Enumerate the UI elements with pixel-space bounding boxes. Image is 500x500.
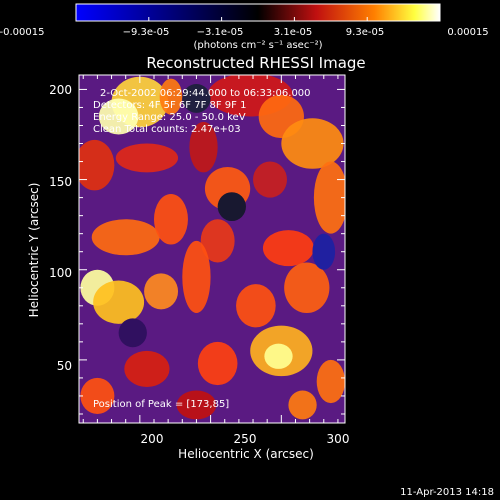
heatmap-blob [288, 390, 317, 420]
heatmap-blob [153, 194, 188, 245]
heatmap-blob [236, 284, 276, 328]
annotation-time-range: 2-Oct-2002 06:29:44.000 to 06:33:06.000 [100, 88, 311, 99]
heatmap-blob [217, 192, 246, 222]
heatmap-blob [159, 78, 183, 115]
plot-frame [78, 74, 346, 424]
heatmap-blob [93, 280, 145, 324]
heatmap-blob [182, 240, 211, 314]
heatmap-blob [189, 121, 218, 173]
annotation-clean-counts: Clean Total counts: 2.47e+03 [93, 124, 241, 135]
y-axis-label: Heliocentric Y (arcsec) [27, 183, 41, 318]
annotation-energy-range: Energy Range: 25.0 - 50.0 keV [93, 112, 246, 123]
x-tick-label: 250 [234, 432, 257, 446]
footer-timestamp: 11-Apr-2013 14:18 [400, 487, 494, 498]
colorbar-tick-label: 0.00015 [447, 27, 488, 38]
colorbar-tick-label: 3.1e-05 [274, 27, 312, 38]
heatmap-blob [144, 273, 179, 310]
heatmap-blob [281, 118, 344, 169]
heatmap-blob [312, 233, 336, 270]
heatmap-blob [91, 219, 160, 256]
colorbar-tick-label: -0.00015 [0, 27, 44, 38]
heatmap-blob [316, 359, 345, 404]
x-tick-label: 300 [327, 432, 350, 446]
peak-position-label: Position of Peak = [173,85] [93, 399, 229, 410]
heatmap-blob [284, 262, 330, 314]
y-tick-label: 100 [49, 266, 72, 280]
annotation-detectors: Detectors: 4F 5F 6F 7F 8F 9F 1 [93, 100, 246, 111]
heatmap-blob [80, 377, 115, 414]
x-tick-label: 200 [141, 432, 164, 446]
heatmap-blob [182, 84, 211, 113]
heatmap-blob [264, 343, 293, 369]
heatmap-blob [197, 341, 238, 386]
heatmap-image [79, 75, 345, 423]
heatmap-blob [79, 139, 115, 191]
heatmap-blob [176, 390, 217, 420]
y-tick-label: 200 [49, 83, 72, 97]
heatmap-blob [118, 318, 147, 348]
colorbar-tick-label: 9.3e-05 [346, 27, 384, 38]
heatmap-blob [115, 143, 179, 173]
colorbar-tick-label: −3.1e-05 [197, 27, 244, 38]
y-tick-label: 50 [57, 359, 72, 373]
colorbar [75, 3, 441, 22]
x-axis-label: Heliocentric X (arcsec) [178, 447, 314, 461]
colorbar-unit-label: (photons cm⁻² s⁻¹ asec⁻²) [193, 40, 322, 51]
colorbar-ticks [75, 17, 441, 21]
chart-title: Reconstructed RHESSI Image [146, 54, 365, 72]
heatmap-blob [98, 98, 139, 135]
colorbar-tick-label: −9.3e-05 [123, 27, 170, 38]
axis-ticks [79, 75, 345, 423]
heatmap-blob [124, 350, 170, 387]
y-tick-label: 150 [49, 175, 72, 189]
heatmap-blob [262, 230, 314, 267]
heatmap-blob [200, 219, 235, 263]
heatmap-blob [253, 161, 287, 198]
